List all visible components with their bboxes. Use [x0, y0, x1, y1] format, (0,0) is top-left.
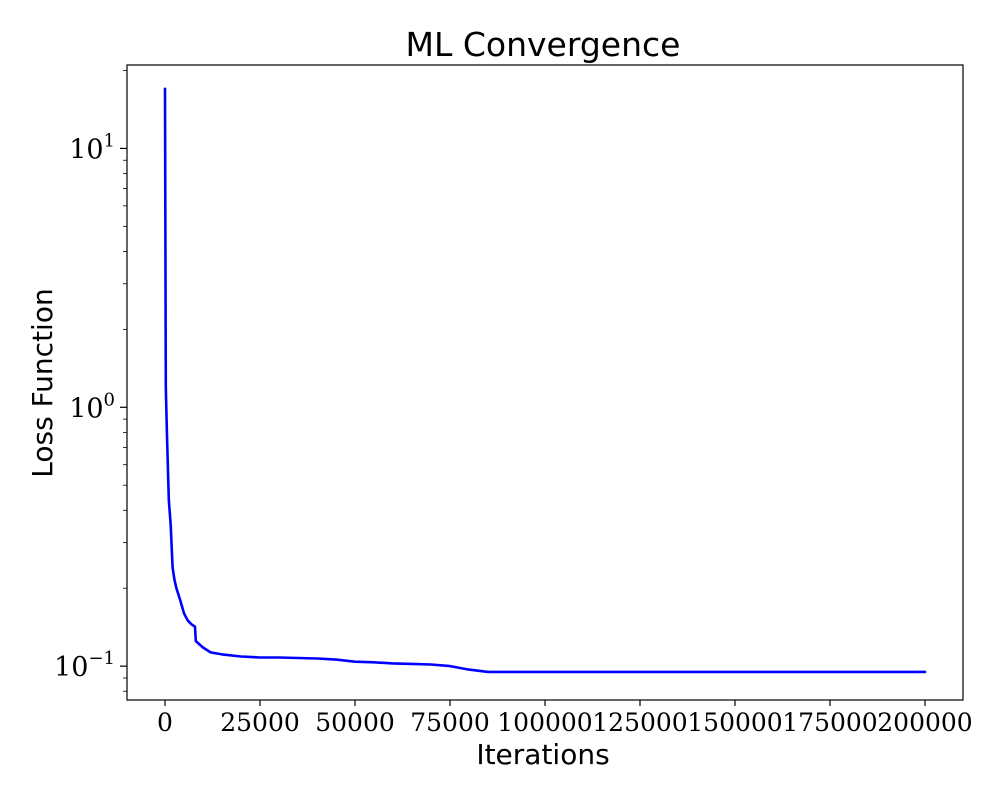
x-axis-label: Iterations	[476, 738, 609, 771]
x-tick-label: 175000	[782, 708, 877, 737]
x-tick-label: 25000	[220, 708, 300, 737]
loss-series-line	[163, 87, 927, 674]
x-tick-label: 100000	[497, 708, 592, 737]
y-tick-label: 100	[69, 389, 115, 424]
chart-title: ML Convergence	[406, 25, 681, 64]
y-tick-label: 101	[69, 130, 115, 165]
x-tick-label: 125000	[592, 708, 687, 737]
x-tick-label: 75000	[410, 708, 490, 737]
x-tick-label: 200000	[877, 708, 972, 737]
x-tick-label: 150000	[687, 708, 782, 737]
y-tick-label: 10−1	[54, 648, 115, 683]
x-tick-label: 0	[157, 708, 173, 737]
y-axis-label: Loss Function	[26, 288, 59, 477]
plot-frame	[126, 64, 964, 701]
x-tick-label: 50000	[315, 708, 395, 737]
